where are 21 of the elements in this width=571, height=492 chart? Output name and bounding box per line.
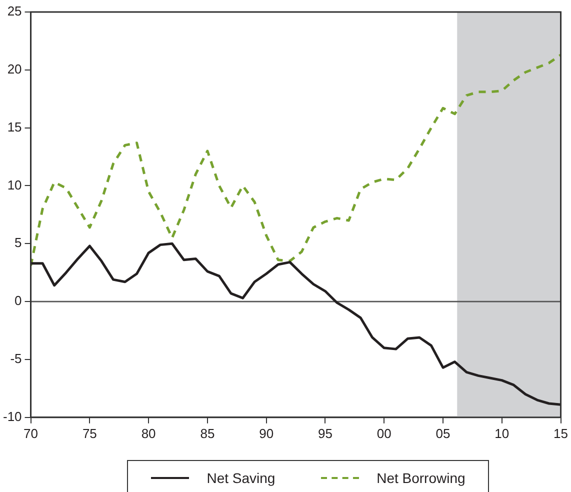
x-tick-label: 00 [376,426,392,441]
y-tick-label: 0 [14,293,22,308]
x-tick-label: 10 [494,426,510,441]
y-tick-label: 15 [7,119,22,134]
x-tick-label: 85 [200,426,215,441]
x-tick-label: 80 [141,426,156,441]
legend-label: Net Borrowing [376,470,466,486]
y-tick-label: -5 [10,351,22,366]
x-tick-label: 05 [436,426,450,441]
x-tick-label: 95 [318,426,332,441]
x-tick-label: 90 [259,426,274,441]
line-series [30,54,561,267]
y-tick-label: 5 [14,235,22,250]
x-tick-label: 75 [82,426,97,441]
x-tick-label: 15 [554,426,568,441]
y-tick-label: 25 [7,4,22,19]
y-tick-label: 20 [7,61,22,76]
y-tick-label: 10 [7,177,22,192]
legend-label: Net Saving [206,470,276,486]
y-tick-label: -10 [2,408,22,424]
x-tick-label: 70 [24,426,38,441]
